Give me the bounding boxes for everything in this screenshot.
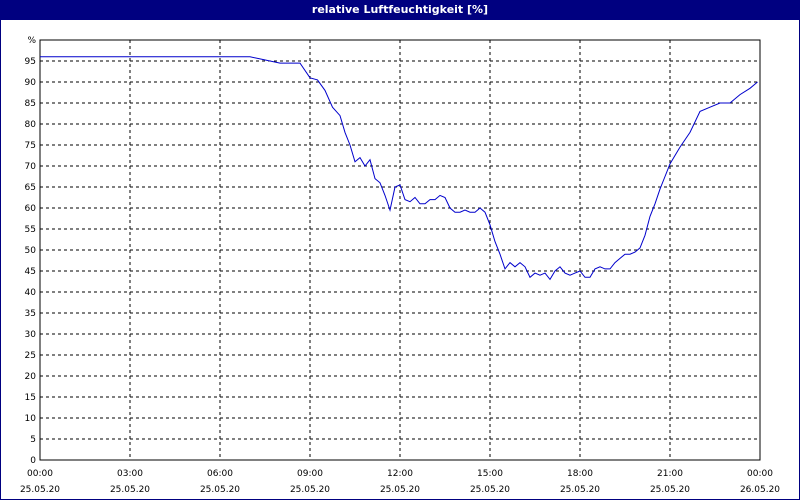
x-tick-date-label: 25.05.20 <box>560 485 600 495</box>
x-tick-date-label: 26.05.20 <box>740 485 780 495</box>
y-tick-label: 40 <box>25 288 37 298</box>
x-tick-time-label: 15:00 <box>477 469 503 479</box>
x-tick-date-label: 25.05.20 <box>470 485 510 495</box>
y-tick-label: 10 <box>25 414 37 424</box>
x-tick-time-label: 21:00 <box>657 469 683 479</box>
x-tick-date-label: 25.05.20 <box>380 485 420 495</box>
x-tick-time-label: 00:00 <box>27 469 53 479</box>
y-tick-label: 50 <box>25 246 37 256</box>
y-axis-unit-label: % <box>27 36 36 46</box>
y-tick-label: 85 <box>25 99 36 109</box>
grid <box>40 40 760 460</box>
x-tick-date-label: 25.05.20 <box>290 485 330 495</box>
y-tick-label: 60 <box>25 204 37 214</box>
x-tick-time-label: 12:00 <box>387 469 413 479</box>
y-tick-label: 15 <box>25 393 36 403</box>
x-tick-date-label: 25.05.20 <box>200 485 240 495</box>
x-tick-time-label: 03:00 <box>117 469 143 479</box>
y-tick-label: 70 <box>25 162 37 172</box>
x-tick-time-label: 18:00 <box>567 469 593 479</box>
x-tick-date-label: 25.05.20 <box>20 485 60 495</box>
y-tick-label: 0 <box>30 456 36 466</box>
x-tick-time-label: 06:00 <box>207 469 233 479</box>
chart-title: relative Luftfeuchtigkeit [%] <box>0 0 800 20</box>
y-tick-label: 80 <box>25 120 37 130</box>
y-tick-label: 20 <box>25 372 37 382</box>
tick-labels: 0 5 10 15 20 25 30 35 40 45 50 55 60 65 70 75 80 85 90 95% 0… <box>20 36 780 495</box>
x-tick-time-label: 09:00 <box>297 469 323 479</box>
y-tick-label: 35 <box>25 309 36 319</box>
series <box>40 56 758 281</box>
y-tick-label: 45 <box>25 267 36 277</box>
humidity-series-line <box>40 56 758 281</box>
y-tick-label: 30 <box>25 330 37 340</box>
y-tick-label: 65 <box>25 183 36 193</box>
y-tick-label: 95 <box>25 57 36 67</box>
y-tick-label: 25 <box>25 351 36 361</box>
x-tick-date-label: 25.05.20 <box>650 485 690 495</box>
y-tick-label: 5 <box>30 435 36 445</box>
y-tick-label: 55 <box>25 225 36 235</box>
x-tick-time-label: 00:00 <box>747 469 773 479</box>
x-tick-date-label: 25.05.20 <box>110 485 150 495</box>
y-tick-label: 90 <box>25 78 37 88</box>
y-tick-label: 75 <box>25 141 36 151</box>
